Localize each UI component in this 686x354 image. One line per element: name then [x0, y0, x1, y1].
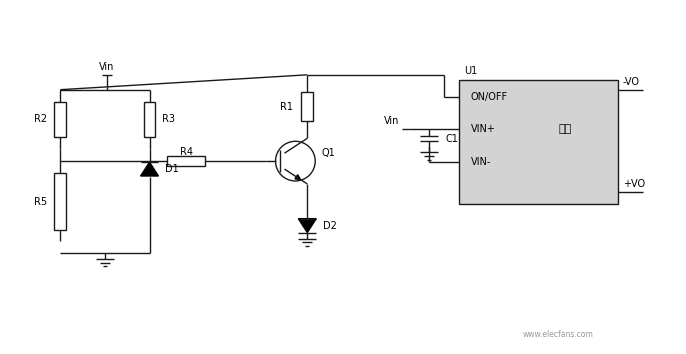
Text: www.elecfans.com: www.elecfans.com	[523, 330, 594, 339]
Text: D1: D1	[165, 164, 179, 174]
Text: R4: R4	[180, 147, 193, 157]
Text: 电源: 电源	[558, 124, 571, 135]
Polygon shape	[298, 219, 316, 233]
Polygon shape	[141, 162, 158, 176]
Bar	[54, 102, 66, 137]
Bar	[143, 102, 156, 137]
Text: VIN+: VIN+	[471, 124, 496, 135]
Text: Vin: Vin	[384, 116, 399, 126]
Text: D2: D2	[323, 221, 337, 230]
Bar	[167, 156, 205, 166]
Text: VIN-: VIN-	[471, 157, 491, 167]
Bar	[54, 173, 66, 230]
Text: -VO: -VO	[623, 77, 640, 87]
Text: C1: C1	[445, 134, 458, 144]
Bar	[459, 80, 618, 204]
Text: Vin: Vin	[99, 62, 115, 72]
Polygon shape	[295, 175, 300, 179]
Text: R5: R5	[34, 197, 47, 207]
Text: +VO: +VO	[623, 179, 645, 189]
Text: ON/OFF: ON/OFF	[471, 92, 508, 102]
Text: R2: R2	[34, 114, 47, 125]
Text: R3: R3	[163, 114, 176, 125]
Bar	[301, 92, 314, 121]
Text: R1: R1	[281, 102, 294, 112]
Text: U1: U1	[464, 66, 477, 76]
Text: Q1: Q1	[321, 148, 335, 158]
